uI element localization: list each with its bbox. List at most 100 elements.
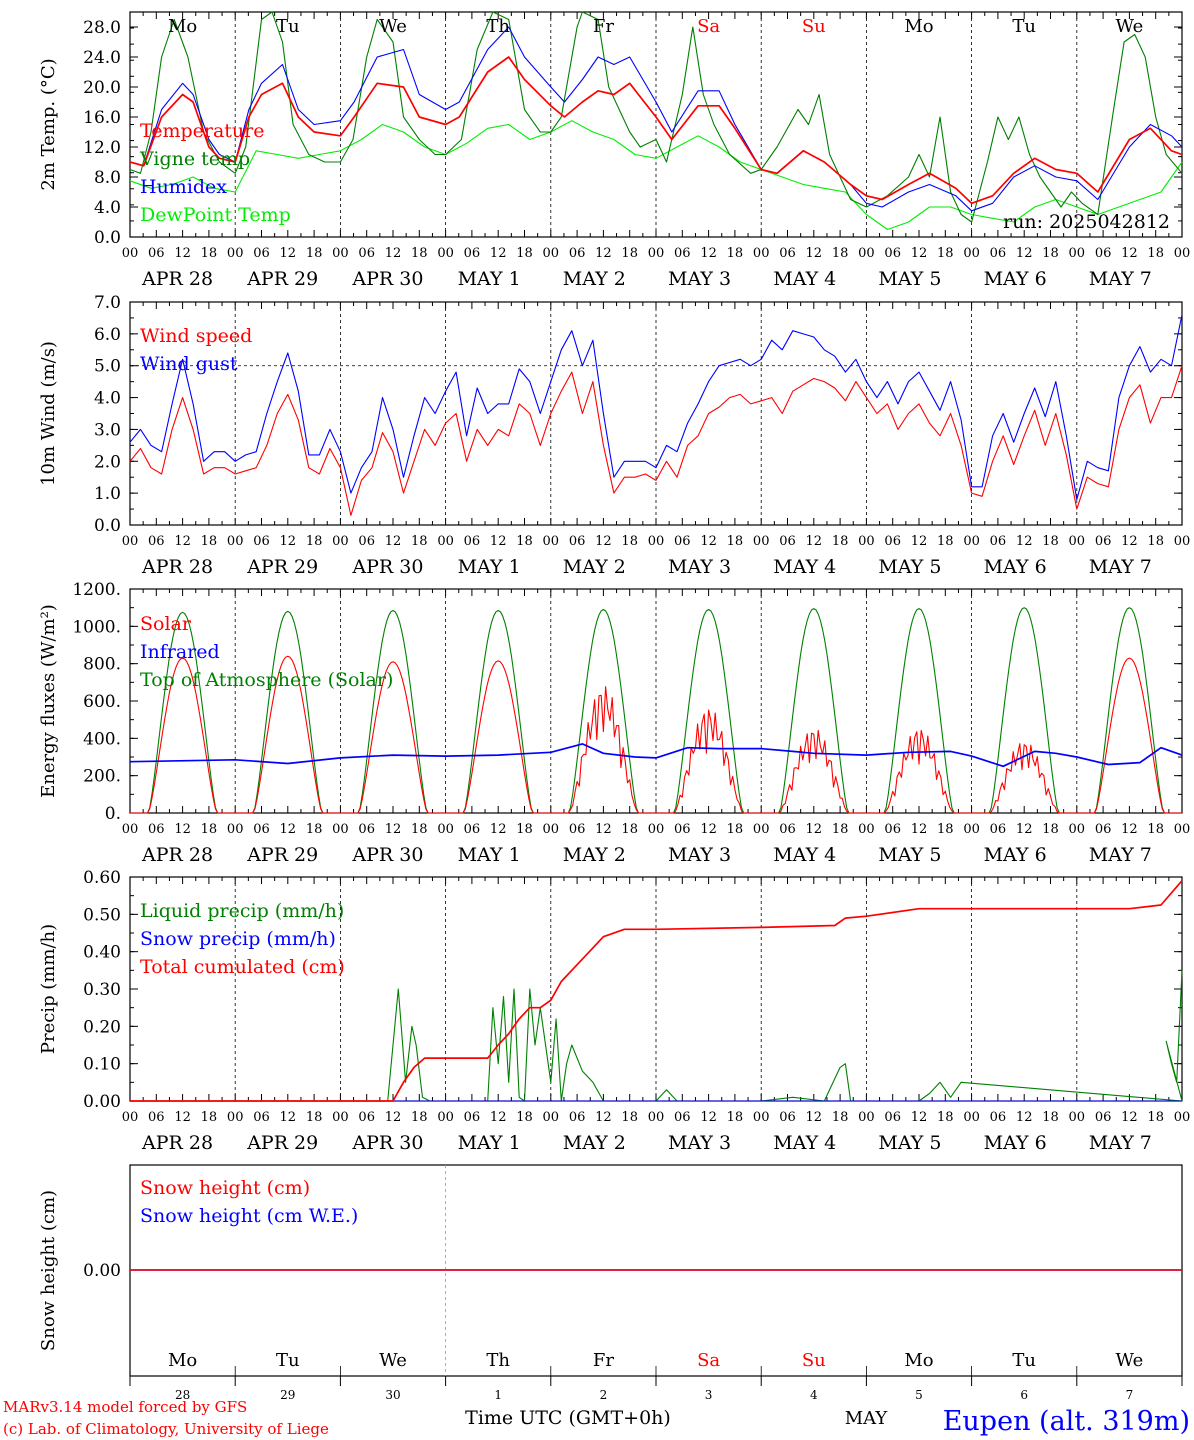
hour-tick-label: 18: [306, 534, 323, 549]
weekday-label: Tu: [1012, 1350, 1036, 1371]
y-tick-label: 2.0: [94, 452, 121, 472]
hour-tick-label: 00: [227, 534, 244, 549]
date-label: MAY 5: [878, 556, 941, 578]
date-label: APR 28: [141, 1132, 213, 1154]
hour-tick-label: 18: [411, 822, 428, 837]
hour-tick-label: 18: [516, 534, 533, 549]
date-label: MAY 7: [1089, 1132, 1152, 1154]
hour-tick-label: 18: [411, 246, 428, 261]
date-label: MAY 3: [668, 556, 731, 578]
y-axis-label: Snow height (cm): [38, 1190, 59, 1351]
legend-entry: Wind gust: [140, 353, 238, 375]
weekday-label: Tu: [276, 16, 300, 37]
hour-tick-label: 00: [1069, 246, 1086, 261]
day-number-label: 4: [810, 1388, 818, 1402]
hour-tick-label: 06: [884, 1110, 901, 1125]
y-axis-label: 10m Wind (m/s): [38, 341, 59, 486]
hour-tick-label: 12: [490, 246, 507, 261]
weekday-label: Tu: [1012, 16, 1036, 37]
date-label: APR 30: [351, 556, 423, 578]
hour-tick-label: 06: [253, 534, 270, 549]
hour-tick-label: 12: [385, 822, 402, 837]
hour-tick-label: 00: [858, 1110, 875, 1125]
hour-tick-label: 18: [937, 246, 954, 261]
hour-tick-label: 18: [832, 246, 849, 261]
hour-tick-label: 12: [1121, 1110, 1138, 1125]
hour-tick-label: 06: [990, 246, 1007, 261]
hour-tick-label: 12: [595, 1110, 612, 1125]
weekday-label: We: [1116, 1350, 1144, 1371]
hour-tick-label: 18: [727, 534, 744, 549]
date-label: MAY 1: [458, 844, 521, 866]
hour-tick-label: 06: [674, 1110, 691, 1125]
y-tick-label: 400.: [83, 729, 121, 749]
hour-tick-label: 12: [595, 822, 612, 837]
hour-tick-label: 12: [280, 822, 297, 837]
date-label: MAY 4: [773, 556, 836, 578]
hour-tick-label: 00: [437, 1110, 454, 1125]
hour-tick-label: 12: [806, 534, 823, 549]
hour-tick-label: 06: [1095, 1110, 1112, 1125]
hour-tick-label: 06: [358, 822, 375, 837]
hour-tick-label: 12: [490, 1110, 507, 1125]
hour-tick-label: 00: [122, 534, 139, 549]
hour-tick-label: 18: [306, 1110, 323, 1125]
y-tick-label: 0.30: [83, 980, 121, 1000]
date-label: MAY 5: [878, 1132, 941, 1154]
date-label: MAY 3: [668, 844, 731, 866]
hour-tick-label: 00: [753, 1110, 770, 1125]
legend-entry: Humidex: [140, 176, 227, 198]
hour-tick-label: 12: [490, 534, 507, 549]
y-tick-label: 16.0: [83, 108, 121, 128]
hour-tick-label: 00: [122, 246, 139, 261]
date-label: APR 28: [141, 268, 213, 290]
hour-tick-label: 00: [543, 534, 560, 549]
hour-tick-label: 18: [1042, 534, 1059, 549]
date-label: MAY 3: [668, 268, 731, 290]
hour-tick-label: 18: [1147, 822, 1164, 837]
y-tick-label: 0.: [105, 804, 121, 824]
hour-tick-label: 18: [1147, 534, 1164, 549]
hour-tick-label: 06: [674, 822, 691, 837]
hour-tick-label: 00: [332, 246, 349, 261]
hour-tick-label: 06: [148, 534, 165, 549]
weekday-label: Th: [486, 16, 510, 37]
hour-tick-label: 06: [674, 246, 691, 261]
hour-tick-label: 12: [911, 534, 928, 549]
hour-tick-label: 18: [1042, 246, 1059, 261]
y-tick-label: 6.0: [94, 325, 121, 345]
hour-tick-label: 12: [1121, 822, 1138, 837]
y-tick-label: 0.60: [83, 868, 121, 888]
hour-tick-label: 12: [1016, 534, 1033, 549]
hour-tick-label: 06: [569, 534, 586, 549]
hour-tick-label: 00: [1174, 1110, 1191, 1125]
y-tick-label: 20.0: [83, 78, 121, 98]
hour-tick-label: 00: [227, 1110, 244, 1125]
y-axis-label: Energy fluxes (W/m²): [38, 604, 59, 798]
weekday-label: We: [379, 16, 407, 37]
hour-tick-label: 06: [358, 534, 375, 549]
legend-entry: Liquid precip (mm/h): [140, 900, 344, 922]
hour-tick-label: 18: [1147, 1110, 1164, 1125]
legend-entry: Total cumulated (cm): [140, 956, 345, 978]
hour-tick-label: 06: [148, 246, 165, 261]
hour-tick-label: 06: [884, 534, 901, 549]
weekday-label: Mo: [904, 1350, 933, 1371]
hour-tick-label: 00: [227, 246, 244, 261]
date-label: MAY 5: [878, 844, 941, 866]
hour-tick-label: 00: [858, 822, 875, 837]
weekday-label: Mo: [168, 16, 197, 37]
hour-tick-label: 12: [174, 534, 191, 549]
hour-tick-label: 00: [1069, 822, 1086, 837]
y-tick-label: 24.0: [83, 48, 121, 68]
date-label: APR 28: [141, 844, 213, 866]
y-tick-label: 12.0: [83, 138, 121, 158]
hour-tick-label: 00: [1174, 822, 1191, 837]
date-label: MAY 7: [1089, 268, 1152, 290]
hour-tick-label: 12: [700, 822, 717, 837]
y-tick-label: 0.10: [83, 1055, 121, 1075]
series-line-vigne-temp: [129, 11, 1183, 223]
hour-tick-label: 00: [648, 246, 665, 261]
legend-entry: Solar: [140, 613, 192, 635]
